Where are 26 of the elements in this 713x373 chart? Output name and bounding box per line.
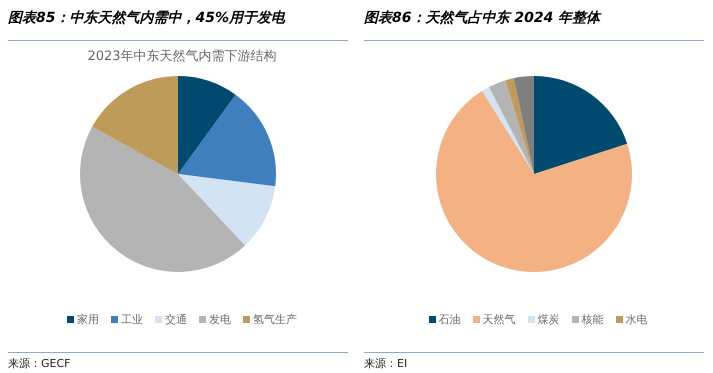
pie-slice — [178, 94, 276, 186]
legend-label: 发电 — [208, 312, 231, 327]
legend-label: 水电 — [624, 312, 648, 327]
source-note: 来源：EI — [364, 356, 408, 371]
legend-label: 交通 — [164, 312, 187, 327]
legend-label: 氢气生产 — [252, 312, 297, 327]
source-note: 来源：GECF — [8, 356, 72, 371]
legend-label: 天然气 — [482, 312, 516, 327]
pie-slice — [482, 86, 534, 174]
pie-slice — [178, 174, 276, 246]
pie-slice — [534, 76, 628, 174]
chart-subtitle: 2023年中东天然气内需下游结构 — [86, 48, 278, 66]
legend-label: 核能 — [580, 312, 604, 327]
legend-label: 工业 — [120, 312, 143, 327]
pie-slice — [505, 78, 534, 174]
chart-title: 图表86：天然气占中东 2024 年整体 — [364, 9, 602, 28]
pie-slice — [514, 76, 534, 174]
pie-slice — [92, 76, 178, 174]
legend-label: 家用 — [76, 312, 99, 327]
pie-slice — [436, 90, 632, 272]
legend-label: 石油 — [438, 312, 460, 327]
pie-slice — [80, 126, 246, 272]
pie-slice — [488, 80, 534, 174]
pie-slice — [178, 76, 236, 174]
chart-title: 图表85：中东天然气内需中，45%用于发电 — [8, 9, 286, 28]
legend-label: 煤炭 — [536, 312, 560, 327]
